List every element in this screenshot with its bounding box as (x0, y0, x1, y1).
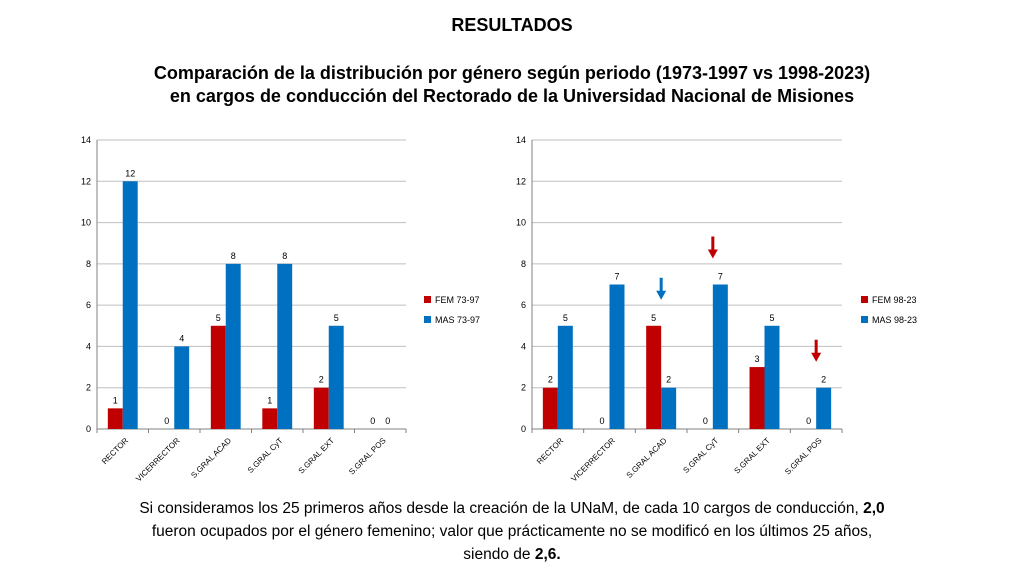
bar-mas (661, 387, 677, 429)
data-label: 0 (703, 416, 708, 426)
data-label: 8 (282, 251, 287, 261)
title-line-1: Comparación de la distribución por géner… (153, 63, 871, 83)
y-tick-label: 2 (86, 383, 91, 393)
x-tick-label: VICERRECTOR (569, 436, 617, 484)
bar-fem (107, 408, 123, 429)
legend-swatch-mas (424, 316, 431, 323)
y-tick-label: 10 (81, 218, 91, 228)
y-tick-label: 8 (86, 259, 91, 269)
chart-0-plot: 02468101214112RECTOR04VICERRECTOR58S.GRA… (81, 135, 480, 483)
bar-mas (557, 325, 573, 429)
bar-mas (816, 387, 832, 429)
annotation-arrow-icon (811, 339, 822, 362)
data-label: 5 (651, 313, 656, 323)
data-label: 5 (334, 313, 339, 323)
bar-fem (313, 387, 329, 429)
y-tick-label: 0 (521, 424, 526, 434)
legend-label-mas: MAS 73-97 (435, 315, 480, 325)
bar-fem (262, 408, 278, 429)
data-label: 2 (821, 375, 826, 385)
annotation-arrow-icon (707, 236, 718, 259)
x-tick-label: VICERRECTOR (134, 436, 182, 484)
bar-fem (542, 387, 558, 429)
data-label: 0 (600, 416, 605, 426)
bar-mas (712, 284, 728, 429)
data-label: 0 (806, 416, 811, 426)
x-tick-label: S.GRAL EXT (297, 436, 337, 476)
x-tick-label: S.GRAL POS (347, 436, 387, 476)
y-tick-label: 12 (81, 176, 91, 186)
data-label: 0 (385, 416, 390, 426)
caption-line-1-text: Si consideramos los 25 primeros años des… (139, 500, 864, 517)
y-tick-label: 6 (521, 300, 526, 310)
legend-label-fem: FEM 98-23 (872, 295, 917, 305)
x-tick-label: S.GRAL EXT (732, 436, 772, 476)
title-line-2: en cargos de conducción del Rectorado de… (169, 86, 855, 106)
data-label: 12 (125, 168, 135, 178)
bar-mas (328, 325, 344, 429)
bar-mas (609, 284, 625, 429)
y-tick-label: 4 (86, 341, 91, 351)
data-label: 7 (614, 272, 619, 282)
x-tick-label: RECTOR (535, 436, 565, 466)
x-tick-label: S.GRAL POS (783, 436, 823, 476)
data-label: 5 (216, 313, 221, 323)
chart-1973-1997: 02468101214112RECTOR04VICERRECTOR58S.GRA… (81, 135, 480, 483)
y-tick-label: 0 (86, 424, 91, 434)
data-label: 3 (755, 354, 760, 364)
chart-1998-2023: 0 2 4 6 8 10 12 14 2 5 RECTOR 0 7 VICERRECTOR 5 2 S.GRAL… (516, 135, 917, 483)
legend-label-mas: MAS 98-23 (872, 315, 917, 325)
x-tick-label: S.GRAL CyT (681, 436, 720, 475)
data-label: 0 (164, 416, 169, 426)
legend-label-fem: FEM 73-97 (435, 295, 480, 305)
bar-mas (225, 263, 241, 429)
y-tick-label: 14 (516, 135, 526, 145)
caption-value-first: 2,0 (863, 500, 885, 517)
y-tick-label: 8 (521, 259, 526, 269)
y-tick-label: 2 (521, 383, 526, 393)
data-label: 5 (563, 313, 568, 323)
legend-swatch-fem (424, 296, 431, 303)
y-tick-label: 6 (86, 300, 91, 310)
y-tick-label: 12 (516, 176, 526, 186)
bar-fem (646, 325, 662, 429)
x-tick-label: RECTOR (100, 436, 130, 466)
x-tick-label: S.GRAL ACAD (625, 436, 669, 480)
caption-line-1: Si consideramos los 25 primeros años des… (60, 497, 964, 520)
bar-mas (277, 263, 293, 429)
data-label: 1 (267, 395, 272, 405)
legend-swatch-mas (861, 316, 868, 323)
y-tick-label: 4 (521, 341, 526, 351)
data-label: 2 (666, 375, 671, 385)
data-label: 4 (179, 333, 184, 343)
caption-line-3: siendo de 2,6. (60, 543, 964, 566)
bar-mas (174, 346, 190, 429)
data-label: 5 (769, 313, 774, 323)
y-tick-label: 14 (81, 135, 91, 145)
caption-line-2: fueron ocupados por el género femenino; … (151, 523, 873, 540)
legend-swatch-fem (861, 296, 868, 303)
bar-fem (210, 325, 226, 429)
data-label: 2 (319, 375, 324, 385)
data-label: 1 (113, 395, 118, 405)
x-tick-label: S.GRAL ACAD (189, 436, 233, 480)
bar-fem (749, 367, 765, 429)
data-label: 0 (370, 416, 375, 426)
x-tick-label: S.GRAL CyT (246, 436, 285, 475)
caption-line-3-text: siendo de (463, 546, 535, 563)
bar-mas (764, 325, 780, 429)
slide-title: Comparación de la distribución por géner… (40, 62, 984, 108)
data-label: 7 (718, 272, 723, 282)
annotation-arrow-icon (656, 277, 667, 300)
caption-value-second: 2,6. (534, 546, 561, 563)
data-label: 8 (231, 251, 236, 261)
bar-mas (122, 181, 138, 429)
y-tick-label: 10 (516, 218, 526, 228)
caption: Si consideramos los 25 primeros años des… (60, 497, 964, 566)
slide-heading: RESULTADOS (451, 15, 573, 35)
data-label: 2 (548, 375, 553, 385)
chart-1-plot: 0 2 4 6 8 10 12 14 2 5 RECTOR 0 7 VICERRECTOR 5 2 S.GRAL… (516, 135, 917, 483)
